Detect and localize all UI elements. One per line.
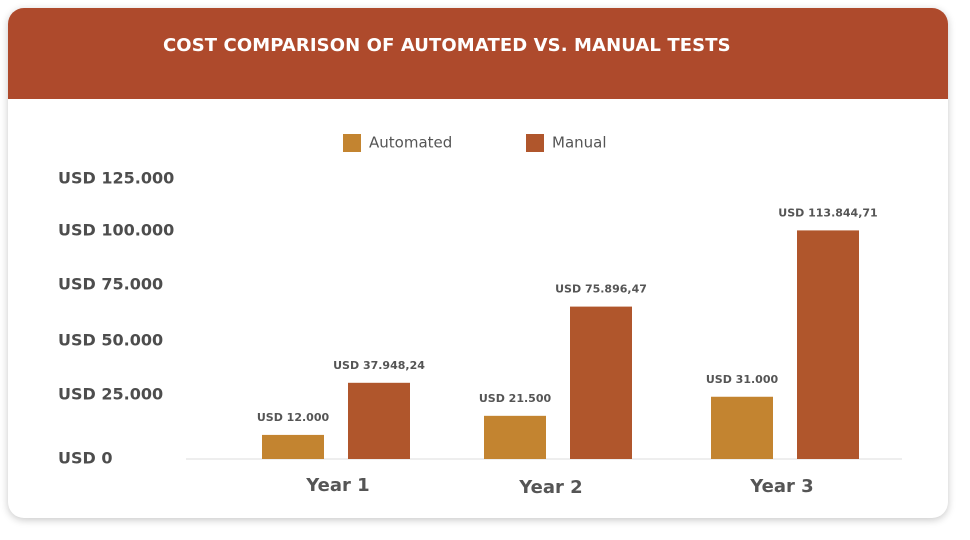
bar-automated-year-3 [711,396,773,459]
data-labels: USD 12.000 USD 21.500 USD 31.000 USD 37.948… [257,206,878,424]
x-category-label: Year 3 [749,476,813,497]
bars [262,230,859,459]
y-tick-label: USD 25.000 [58,385,163,404]
y-tick-label: USD 125.000 [58,169,174,188]
legend: Automated Manual [343,134,607,152]
x-category-label: Year 2 [518,477,582,498]
data-label: USD 31.000 [706,373,779,386]
y-axis: USD 0 USD 25.000 USD 50.000 USD 75.000 USD 1… [58,169,174,468]
bar-manual-year-2 [570,306,632,459]
data-label: USD 37.948,24 [333,359,425,372]
card-header: COST COMPARISON OF AUTOMATED VS. MANUAL … [8,8,948,99]
legend-item-manual: Manual [526,134,607,152]
legend-swatch [526,134,544,152]
bar-manual-year-3 [797,230,859,459]
legend-swatch [343,134,361,152]
bar-automated-year-1 [262,434,324,459]
legend-label: Automated [369,134,452,152]
y-tick-label: USD 100.000 [58,221,174,240]
y-tick-label: USD 75.000 [58,275,163,294]
data-label: USD 12.000 [257,411,330,424]
x-category-label: Year 1 [305,475,369,496]
chart-card: COST COMPARISON OF AUTOMATED VS. MANUAL … [8,8,948,518]
bar-manual-year-1 [348,382,410,459]
y-tick-label: USD 50.000 [58,331,163,350]
legend-item-automated: Automated [343,134,452,152]
chart-title: COST COMPARISON OF AUTOMATED VS. MANUAL … [163,35,731,56]
bar-automated-year-2 [484,415,546,459]
data-label: USD 75.896,47 [555,283,647,296]
legend-label: Manual [552,134,607,152]
data-label: USD 21.500 [479,392,552,405]
y-tick-label: USD 0 [58,449,113,468]
data-label: USD 113.844,71 [778,206,877,219]
x-axis-labels: Year 1 Year 2 Year 3 [305,475,813,498]
